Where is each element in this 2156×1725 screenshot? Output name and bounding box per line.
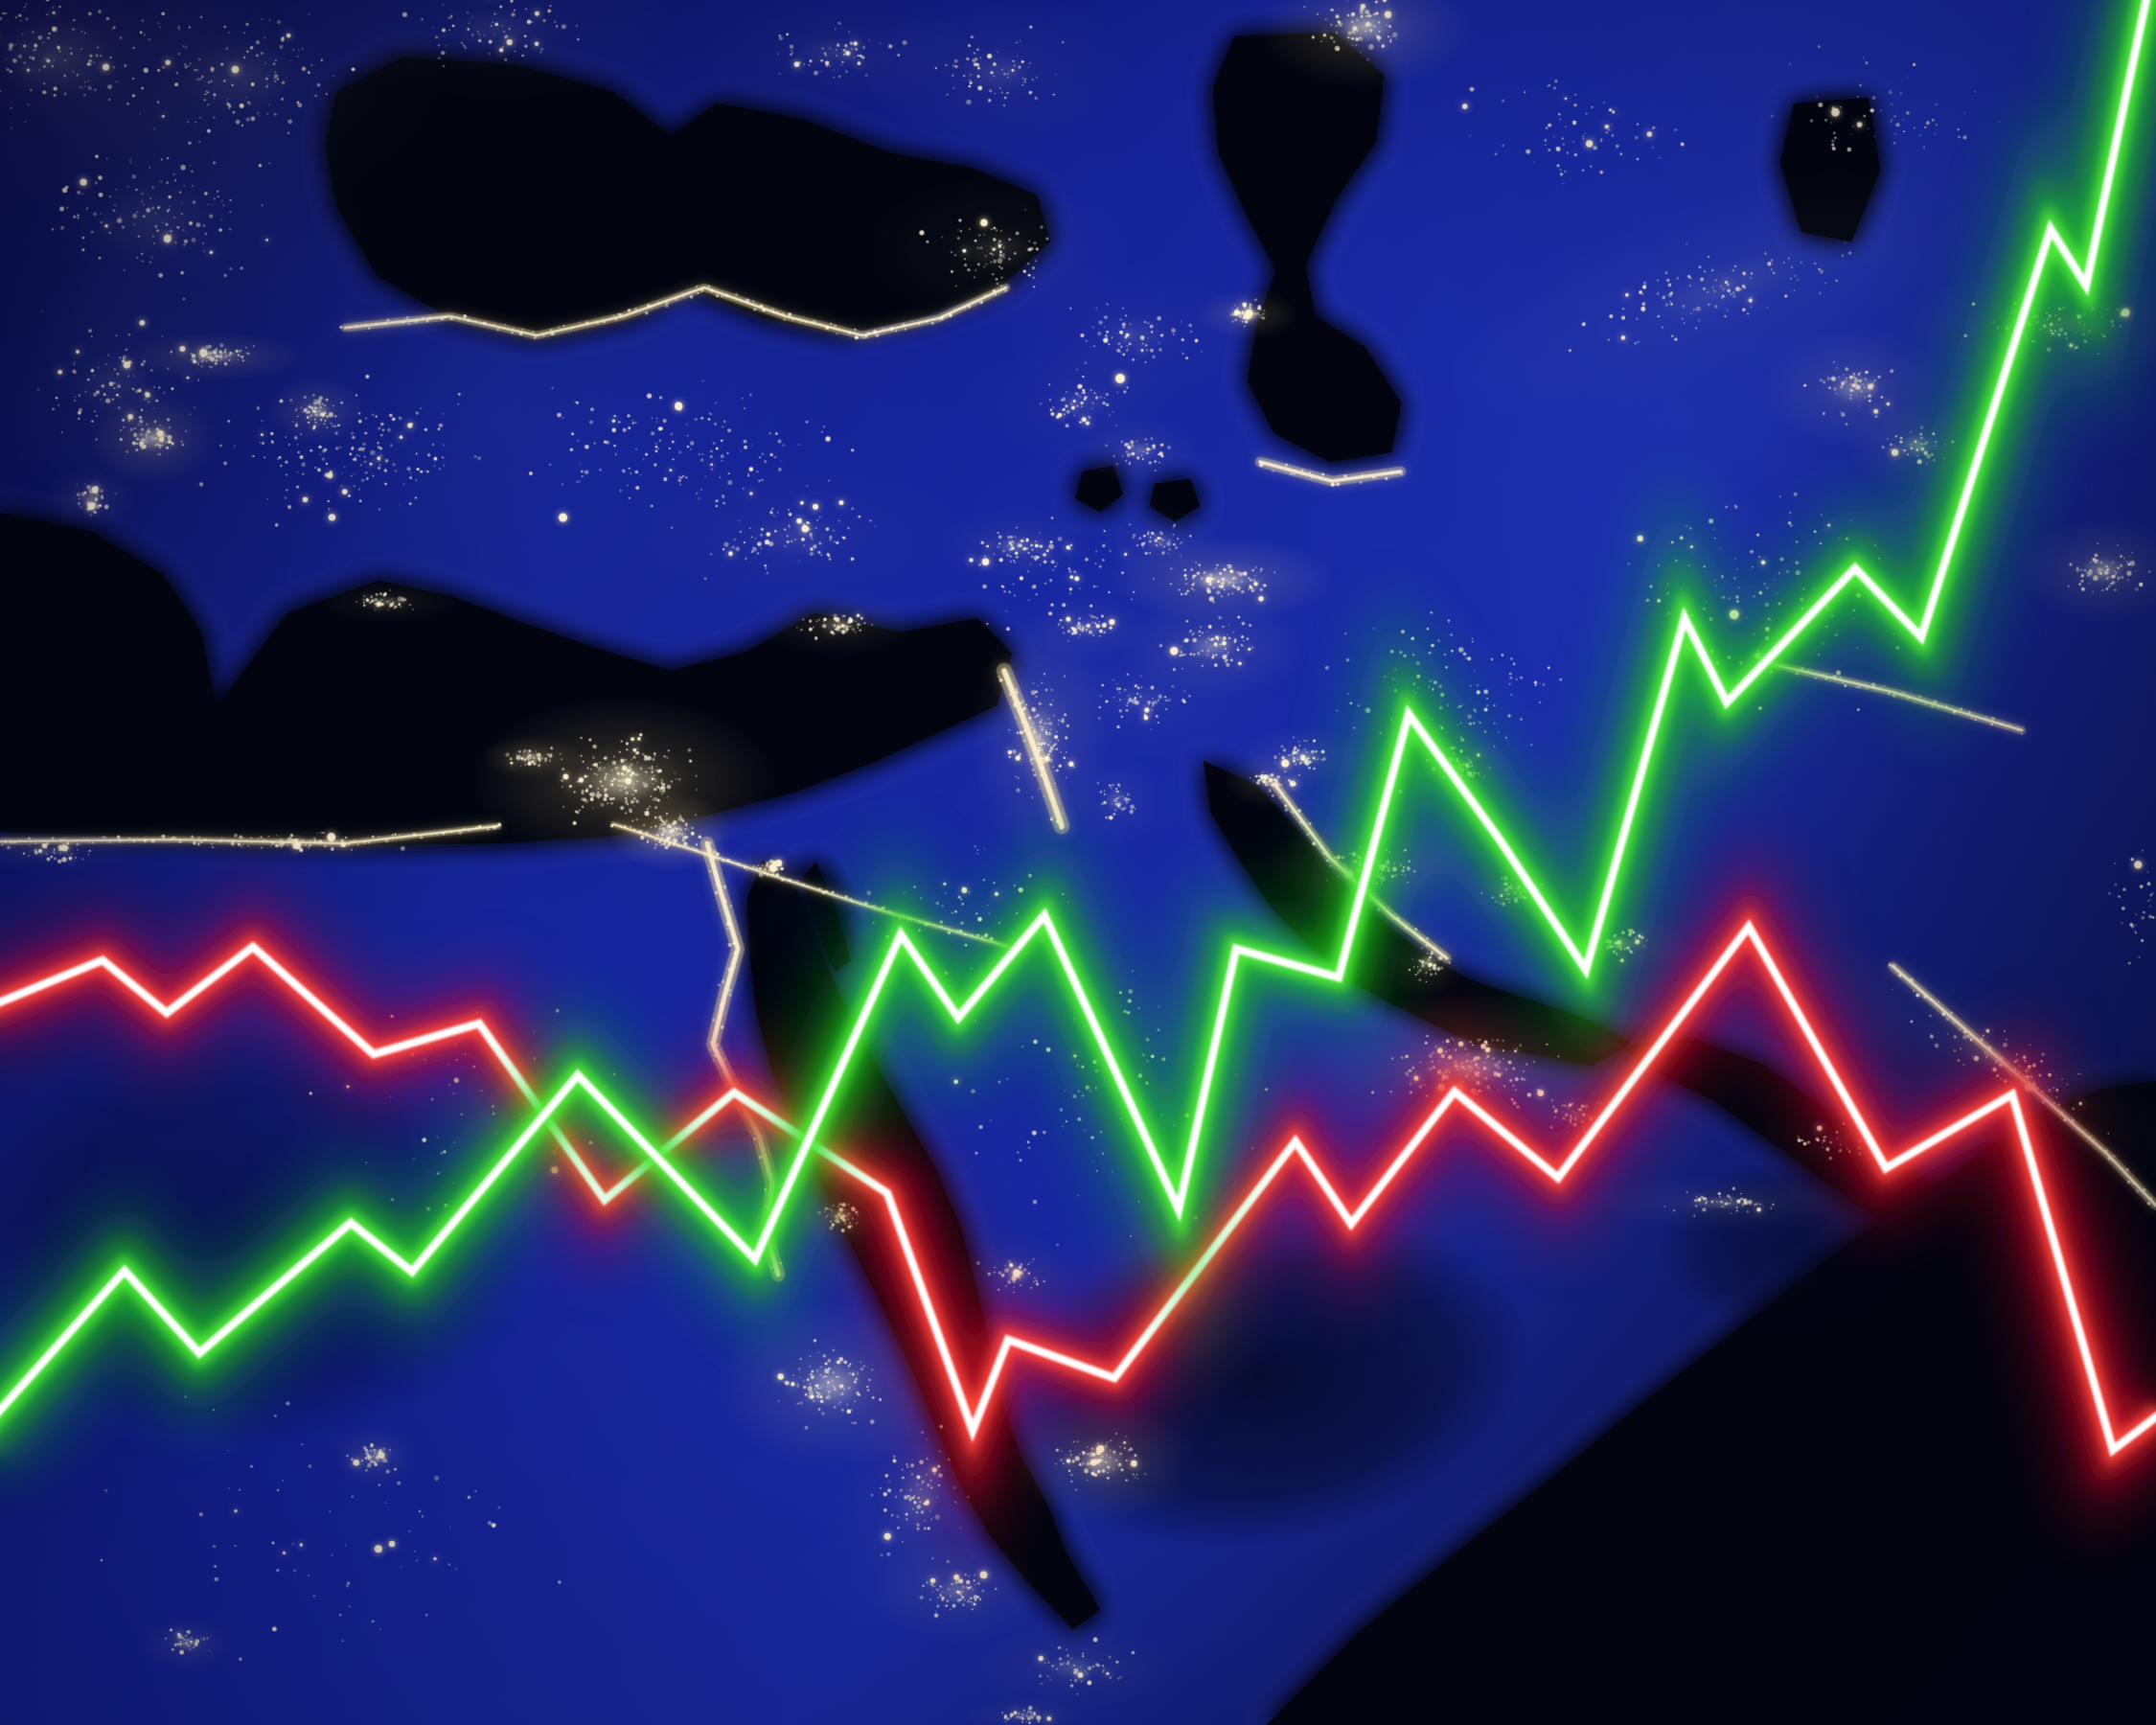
red-downtrend-line	[0, 831, 2156, 1581]
green-uptrend-line	[0, 0, 2156, 1478]
